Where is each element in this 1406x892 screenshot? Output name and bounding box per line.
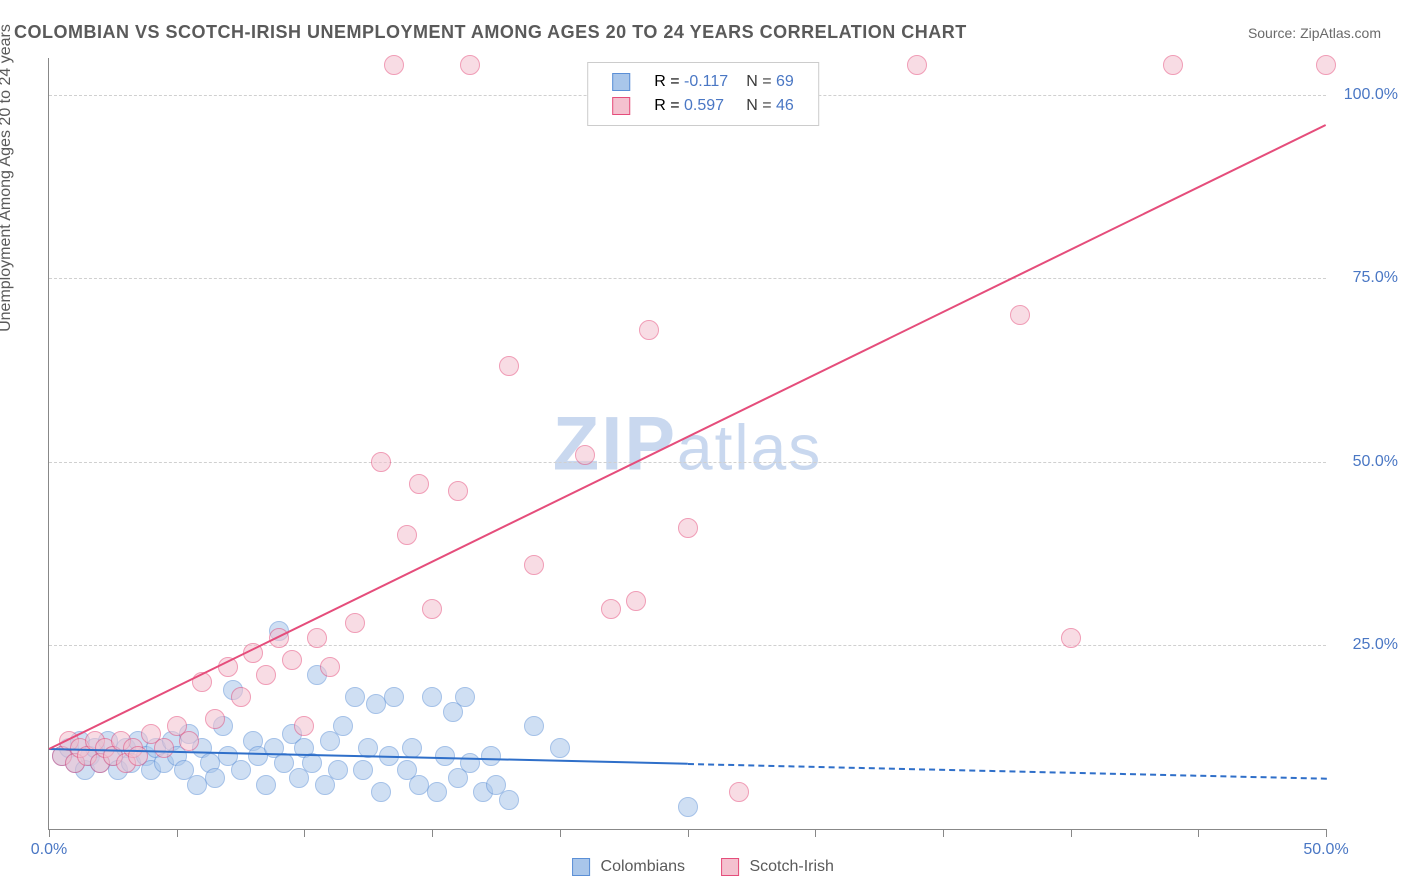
legend-item: Scotch-Irish — [721, 858, 834, 876]
data-point — [397, 525, 417, 545]
data-point — [294, 716, 314, 736]
x-tick — [1326, 829, 1327, 837]
data-point — [371, 782, 391, 802]
correlation-stats-legend: R = -0.117N = 69R = 0.597N = 46 — [587, 62, 819, 126]
data-point — [499, 356, 519, 376]
gridline — [49, 278, 1326, 279]
trendline-extended — [687, 763, 1326, 780]
stats-row: R = 0.597N = 46 — [604, 95, 802, 117]
source-attribution: Source: ZipAtlas.com — [1248, 25, 1381, 41]
stats-row: R = -0.117N = 69 — [604, 71, 802, 93]
data-point — [205, 768, 225, 788]
data-point — [345, 687, 365, 707]
data-point — [678, 518, 698, 538]
data-point — [481, 746, 501, 766]
data-point — [550, 738, 570, 758]
data-point — [1316, 55, 1336, 75]
data-point — [384, 55, 404, 75]
data-point — [422, 687, 442, 707]
x-tick — [49, 829, 50, 837]
data-point — [333, 716, 353, 736]
gridline — [49, 462, 1326, 463]
x-tick-label: 0.0% — [31, 841, 67, 859]
data-point — [320, 657, 340, 677]
x-tick — [1071, 829, 1072, 837]
data-point — [256, 665, 276, 685]
data-point — [907, 55, 927, 75]
data-point — [524, 716, 544, 736]
data-point — [128, 746, 148, 766]
y-axis-label: Unemployment Among Ages 20 to 24 years — [0, 24, 15, 332]
data-point — [1061, 628, 1081, 648]
data-point — [154, 738, 174, 758]
data-point — [256, 775, 276, 795]
data-point — [307, 628, 327, 648]
data-point — [422, 599, 442, 619]
y-tick-label: 100.0% — [1334, 86, 1398, 104]
data-point — [499, 790, 519, 810]
data-point — [729, 782, 749, 802]
data-point — [639, 320, 659, 340]
x-tick — [943, 829, 944, 837]
x-tick — [1198, 829, 1199, 837]
data-point — [1163, 55, 1183, 75]
data-point — [460, 753, 480, 773]
data-point — [626, 591, 646, 611]
x-tick — [304, 829, 305, 837]
data-point — [371, 452, 391, 472]
x-tick — [177, 829, 178, 837]
data-point — [435, 746, 455, 766]
data-point — [427, 782, 447, 802]
gridline — [49, 645, 1326, 646]
data-point — [575, 445, 595, 465]
data-point — [678, 797, 698, 817]
y-tick-label: 25.0% — [1334, 636, 1398, 654]
data-point — [448, 481, 468, 501]
x-tick — [815, 829, 816, 837]
x-tick — [560, 829, 561, 837]
data-point — [1010, 305, 1030, 325]
data-point — [353, 760, 373, 780]
watermark: ZIPatlas — [553, 400, 822, 487]
x-tick — [688, 829, 689, 837]
chart-title: COLOMBIAN VS SCOTCH-IRISH UNEMPLOYMENT A… — [14, 22, 967, 43]
data-point — [460, 55, 480, 75]
data-point — [455, 687, 475, 707]
data-point — [384, 687, 404, 707]
data-point — [205, 709, 225, 729]
data-point — [231, 760, 251, 780]
data-point — [282, 650, 302, 670]
scatter-plot-area: ZIPatlas 25.0%50.0%75.0%100.0%0.0%50.0% — [48, 58, 1326, 830]
legend-item: Colombians — [572, 858, 685, 876]
trendline — [49, 124, 1327, 750]
series-legend: Colombians Scotch-Irish — [554, 858, 852, 876]
data-point — [524, 555, 544, 575]
data-point — [179, 731, 199, 751]
data-point — [231, 687, 251, 707]
data-point — [601, 599, 621, 619]
data-point — [409, 474, 429, 494]
y-tick-label: 50.0% — [1334, 453, 1398, 471]
y-tick-label: 75.0% — [1334, 269, 1398, 287]
data-point — [328, 760, 348, 780]
data-point — [345, 613, 365, 633]
x-tick-label: 50.0% — [1303, 841, 1348, 859]
x-tick — [432, 829, 433, 837]
